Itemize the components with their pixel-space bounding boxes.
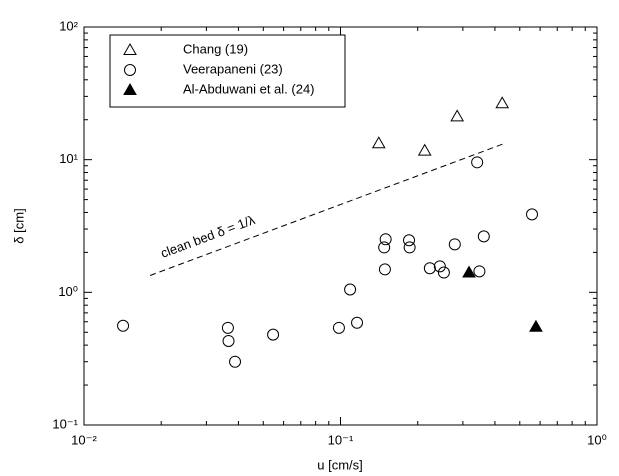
data-point (473, 265, 486, 278)
y-tick-label: 10⁻¹ (52, 416, 78, 431)
reference-line (149, 142, 506, 276)
legend-marker (123, 42, 137, 55)
x-tick-label: 10⁻² (71, 432, 97, 447)
y-tick-label: 10² (59, 18, 78, 33)
legend-marker (123, 82, 137, 95)
x-tick-label: 10⁻¹ (328, 432, 354, 447)
data-point (371, 136, 386, 149)
data-point (332, 321, 345, 334)
data-point (403, 241, 416, 254)
y-tick-label: 10⁰ (58, 284, 78, 299)
data-point (378, 241, 391, 254)
data-point (471, 156, 484, 169)
x-axis-label: u [cm/s] (317, 457, 363, 472)
data-point (222, 334, 235, 347)
data-point (529, 319, 543, 332)
data-point (477, 230, 490, 243)
legend-box (109, 34, 346, 108)
data-point (423, 262, 436, 275)
data-point (379, 233, 392, 246)
legend-label: Veerapaneni (23) (183, 61, 283, 76)
data-point (229, 355, 242, 368)
data-point (448, 238, 461, 251)
data-point (344, 283, 357, 296)
data-point (378, 263, 391, 276)
data-point (417, 143, 432, 156)
y-tick-label: 10¹ (59, 151, 78, 166)
data-point (221, 321, 234, 334)
data-point (117, 319, 130, 332)
data-point (462, 265, 476, 278)
data-point (267, 328, 280, 341)
x-tick-label: 10⁰ (587, 432, 607, 447)
data-point (526, 208, 539, 221)
legend-marker (124, 64, 136, 76)
data-point (450, 109, 465, 122)
data-point (433, 260, 446, 273)
legend-label: Al-Abduwani et al. (24) (183, 81, 315, 96)
legend-label: Chang (19) (183, 41, 248, 56)
y-axis-label: δ [cm] (11, 208, 26, 243)
data-point (437, 266, 450, 279)
data-point (495, 96, 510, 109)
data-point (351, 316, 364, 329)
data-point (403, 234, 416, 247)
